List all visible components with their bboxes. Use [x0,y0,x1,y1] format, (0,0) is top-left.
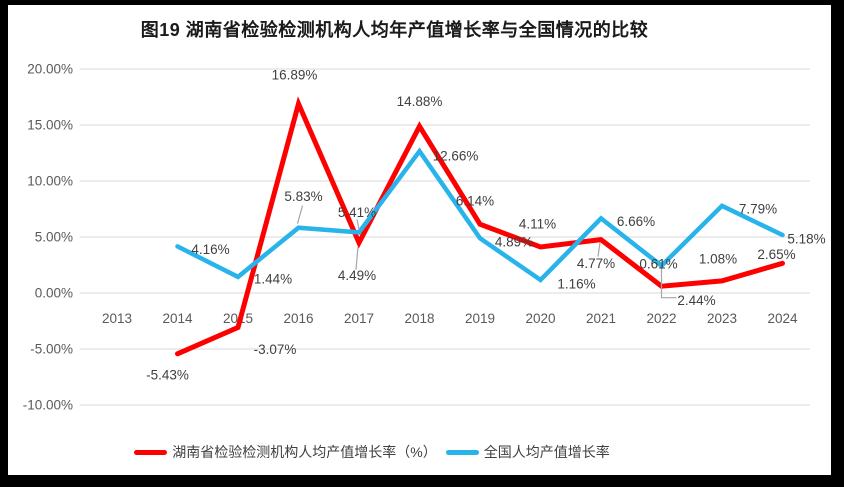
data-label-national: 1.16% [557,277,595,292]
data-label-hunan: 16.89% [272,67,318,82]
x-tick-label: 2019 [465,311,495,326]
data-label-hunan: 2.65% [757,247,795,262]
series-line-hunan [175,96,785,357]
data-label-hunan: 4.11% [519,217,556,232]
data-label-hunan: 1.08% [699,251,737,266]
data-label-national: 2.44% [677,293,715,308]
x-tick-label: 2017 [344,311,374,326]
y-tick-label: 10.00% [27,174,73,189]
data-label-national: 12.66% [433,149,479,164]
data-label-national: 5.41% [338,205,376,220]
data-label-hunan: 14.88% [397,94,443,109]
legend-swatch-hunan-icon [134,449,168,455]
y-tick-label: -5.00% [30,342,73,357]
data-label-national: 5.18% [787,232,825,247]
x-tick-label: 2016 [283,311,313,326]
label-leader-line [660,266,677,299]
legend: 湖南省检验检测机构人均产值增长率（%） 全国人均产值增长率 [8,442,736,462]
x-tick-label: 2020 [525,311,555,326]
data-label-national: 5.83% [284,189,322,204]
series-line-national [175,147,785,283]
label-leader-line [597,242,601,257]
y-tick-label: 0.00% [35,286,73,301]
legend-label-hunan: 湖南省检验检测机构人均产值增长率（%） [172,444,437,460]
line-chart: 20.00% 15.00% 10.00% 5.00% 0.00% -5.00% -10.00… [23,62,826,413]
data-label-hunan: 4.77% [577,256,615,271]
data-label-hunan: -3.07% [254,342,297,357]
data-label-hunan: -5.43% [146,367,189,382]
x-tick-label: 2014 [162,311,193,326]
x-tick-label: 2022 [646,311,676,326]
label-leader-line [355,246,359,270]
data-label-national: 6.66% [617,214,655,229]
chart-title: 图19 湖南省检验检测机构人均年产值增长率与全国情况的比较 [140,20,649,40]
legend-swatch-national-icon [445,449,479,455]
data-label-national: 7.79% [739,201,777,216]
data-label-national: 1.44% [254,271,292,286]
x-tick-label: 2023 [707,311,737,326]
legend-label-national: 全国人均产值增长率 [483,444,610,460]
y-tick-label: 20.00% [27,62,73,77]
data-label-hunan: 0.61% [639,257,677,272]
x-tick-label: 2018 [404,311,434,326]
legend-item-national: 全国人均产值增长率 [445,442,610,462]
x-tick-label: 2021 [586,311,616,326]
data-label-hunan: 6.14% [456,194,494,209]
data-label-national: 4.89% [495,235,533,250]
legend-item-hunan: 湖南省检验检测机构人均产值增长率（%） [134,442,437,462]
data-label-national: 4.16% [191,242,229,257]
label-leader-line [356,219,360,230]
label-leader-line [296,205,304,224]
data-label-hunan: 4.49% [338,268,376,283]
x-tick-label: 2013 [102,311,132,326]
y-tick-label: -10.00% [23,398,73,413]
y-tick-label: 15.00% [27,118,73,133]
x-tick-label: 2024 [767,311,798,326]
y-tick-label: 5.00% [35,230,73,245]
chart-canvas: 图19 湖南省检验检测机构人均年产值增长率与全国情况的比较 20.00% 15.0… [8,5,831,475]
